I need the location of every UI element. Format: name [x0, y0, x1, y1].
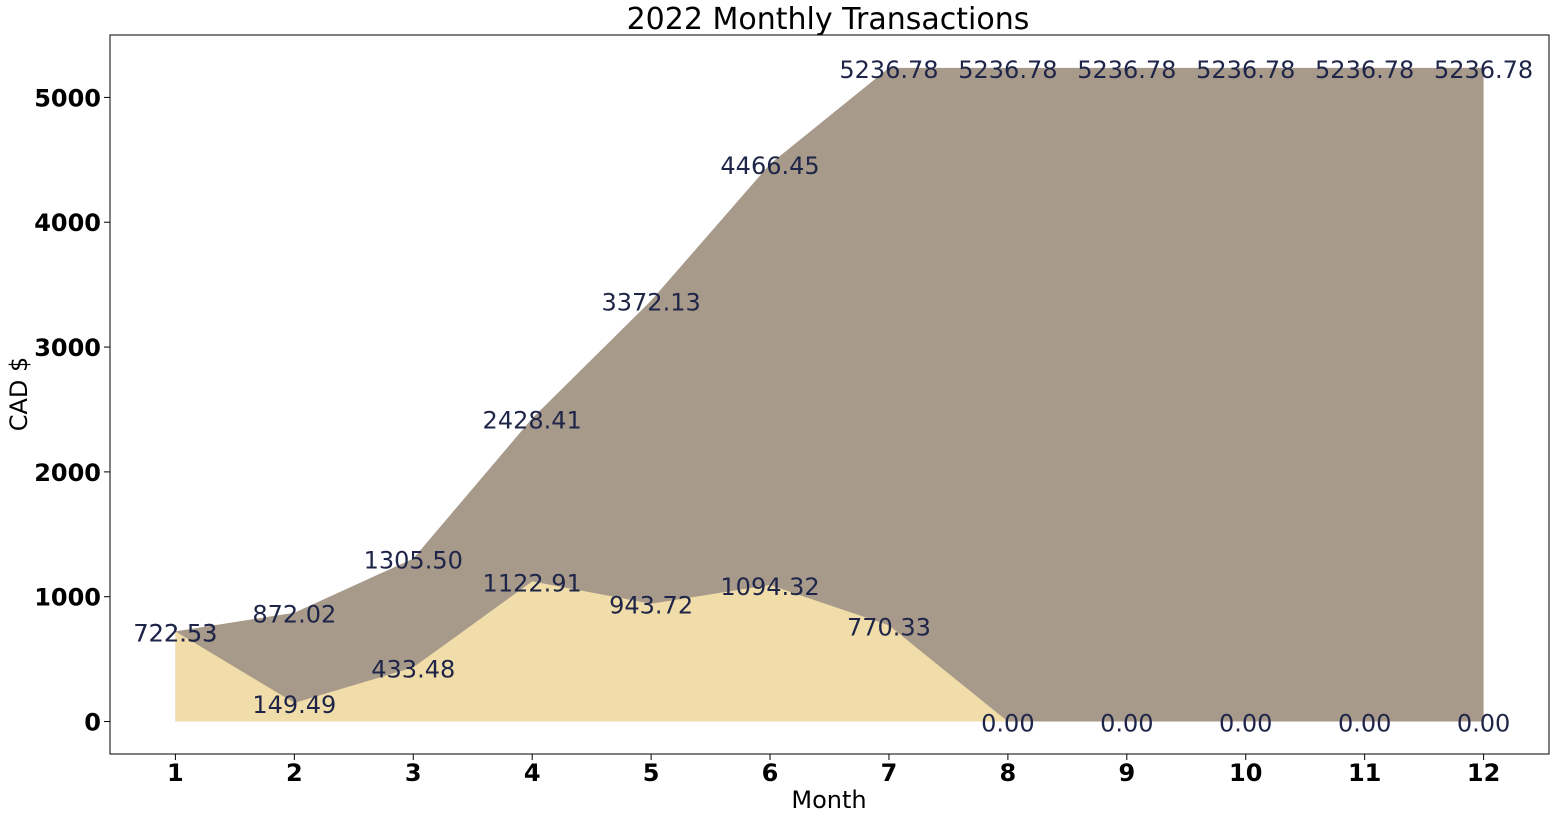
data-label-cumulative: 3372.13 [601, 289, 700, 317]
data-label-monthly: 0.00 [1100, 710, 1153, 738]
data-label-cumulative: 5236.78 [839, 56, 938, 84]
x-tick-label: 10 [1229, 759, 1262, 787]
x-tick-label: 5 [643, 759, 660, 787]
data-label-cumulative: 5236.78 [1077, 56, 1176, 84]
data-label-monthly: 0.00 [981, 710, 1034, 738]
area-cumulative [175, 67, 1484, 722]
x-tick-label: 2 [286, 759, 303, 787]
plot-areas [175, 67, 1484, 722]
data-label-monthly: 770.33 [847, 613, 931, 641]
data-label-monthly: 1122.91 [483, 569, 582, 597]
data-label-cumulative: 5236.78 [1434, 56, 1533, 84]
data-label-cumulative: 5236.78 [958, 56, 1057, 84]
x-tick-label: 8 [1000, 759, 1017, 787]
x-tick-label: 12 [1467, 759, 1500, 787]
data-label-monthly: 433.48 [371, 655, 455, 683]
data-label-monthly: 149.49 [252, 691, 336, 719]
data-label-monthly: 0.00 [1338, 710, 1391, 738]
data-label-monthly: 1094.32 [720, 573, 819, 601]
y-tick-label: 1000 [34, 584, 101, 612]
x-tick-label: 1 [167, 759, 184, 787]
y-tick-label: 0 [84, 709, 101, 737]
data-label-monthly: 722.53 [133, 619, 217, 647]
x-tick-label: 6 [762, 759, 779, 787]
data-label-cumulative: 1305.50 [364, 547, 463, 575]
y-tick-label: 5000 [34, 84, 101, 112]
x-tick-label: 11 [1348, 759, 1381, 787]
x-tick-label: 4 [524, 759, 541, 787]
data-label-cumulative: 2428.41 [483, 406, 582, 434]
x-axis-label: Month [791, 786, 866, 814]
x-tick-label: 9 [1118, 759, 1135, 787]
data-label-monthly: 0.00 [1219, 710, 1272, 738]
area-monthly [175, 581, 1484, 722]
x-tick-label: 3 [405, 759, 422, 787]
data-label-cumulative: 872.02 [252, 601, 336, 629]
data-label-monthly: 943.72 [609, 592, 693, 620]
data-label-cumulative: 5236.78 [1196, 56, 1295, 84]
data-label-monthly: 0.00 [1457, 710, 1510, 738]
data-label-cumulative: 4466.45 [720, 152, 819, 180]
plot-frame [109, 34, 1550, 755]
y-axis-label: CAD $ [5, 357, 33, 432]
x-axis: 1 2 3 4 5 6 7 8 9 10 11 12 [167, 754, 1500, 787]
y-tick-label: 2000 [34, 459, 101, 487]
data-labels: 722.53 872.02 1305.50 2428.41 3372.13 4466.45… [133, 56, 1533, 738]
data-label-cumulative: 722.53 [133, 619, 217, 647]
y-tick-label: 4000 [34, 209, 101, 237]
y-axis: 0 1000 2000 3000 4000 5000 [34, 84, 110, 737]
chart-title: 2022 Monthly Transactions [627, 2, 1030, 37]
y-tick-label: 3000 [34, 334, 101, 362]
data-label-cumulative: 5236.78 [1315, 56, 1414, 84]
x-tick-label: 7 [881, 759, 898, 787]
